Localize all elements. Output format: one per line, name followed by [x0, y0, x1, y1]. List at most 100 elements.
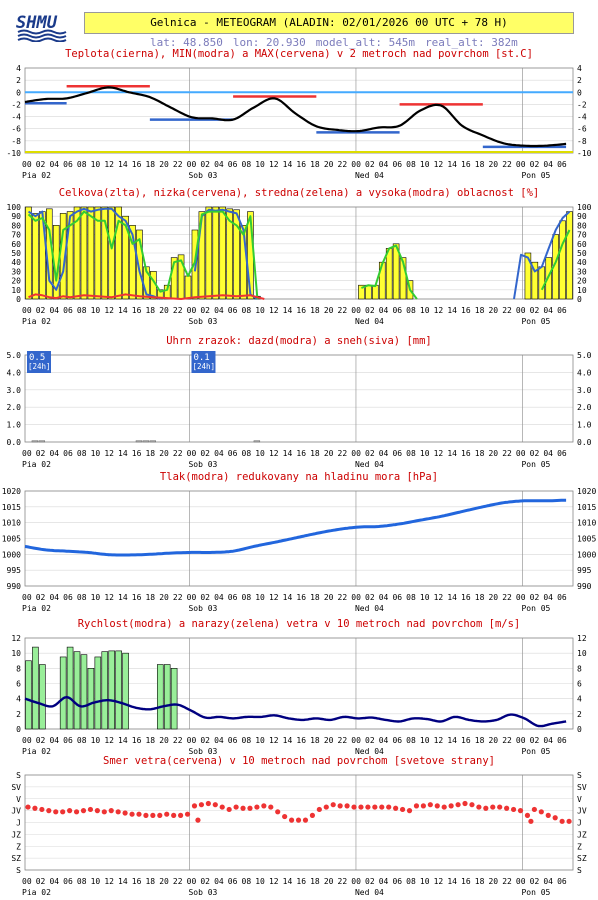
x-hour-label: 04: [379, 160, 389, 169]
y-tick-label-left: 30: [11, 267, 21, 276]
x-hour-label: 12: [104, 449, 114, 458]
x-hour-label: 22: [502, 160, 512, 169]
x-hour-label: 10: [255, 877, 265, 886]
cloud-total-bar: [129, 225, 136, 300]
y-tick-label-right: 2: [577, 76, 582, 85]
y-tick-label-right: -2: [577, 100, 587, 109]
wind-direction-point: [399, 806, 406, 813]
wind-direction-point: [490, 804, 496, 810]
y-tick-label-left: 6: [16, 680, 21, 689]
x-hour-label: 08: [77, 593, 87, 602]
x-hour-label: 08: [242, 736, 252, 745]
y-tick-label-right: 10: [577, 649, 587, 658]
y-tick-label-left: 4: [16, 695, 21, 704]
x-hour-label: 04: [214, 736, 224, 745]
x-hour-label: 00: [187, 160, 197, 169]
wind-direction-point: [566, 818, 572, 824]
wind-direction-point: [288, 817, 295, 823]
x-day-label: Sob 03: [188, 747, 217, 756]
y-tick-label-left: 1.0: [7, 421, 22, 430]
x-hour-label: 22: [338, 877, 348, 886]
cloud-total-bar: [80, 206, 88, 300]
wind-direction-point: [448, 803, 454, 809]
wind-direction-point: [25, 804, 31, 810]
x-hour-label: 10: [255, 306, 265, 315]
wind-direction-point: [406, 808, 413, 814]
y-tick-label-right: 1015: [577, 503, 596, 512]
cloud-total-bar: [392, 243, 400, 300]
panel-title: Teplota(cierna), MIN(modra) a MAX(cerven…: [65, 48, 533, 60]
cloud-total-bar: [87, 206, 95, 300]
cloud-total-bar: [101, 206, 109, 300]
wind-direction-point: [129, 811, 135, 817]
y-tick-label-right: 100: [577, 203, 592, 212]
x-hour-label: 04: [543, 306, 553, 315]
x-day-label: Sob 03: [188, 317, 217, 326]
x-hour-label: 16: [296, 306, 306, 315]
x-hour-label: 04: [543, 736, 553, 745]
cloud-total-bar: [32, 213, 39, 300]
y-tick-label-right: SZ: [577, 854, 587, 863]
x-hour-label: 04: [379, 306, 389, 315]
x-hour-label: 04: [214, 160, 224, 169]
x-hour-label: 08: [406, 449, 416, 458]
x-hour-label: 00: [351, 306, 361, 315]
x-hour-label: 00: [516, 877, 526, 886]
x-hour-label: 00: [351, 160, 361, 169]
x-hour-label: 04: [379, 449, 389, 458]
y-tick-label-left: -4: [11, 113, 21, 122]
y-tick-label-left: 995: [7, 566, 22, 575]
x-hour-label: 14: [283, 449, 293, 458]
x-day-label: Ned 04: [355, 604, 384, 613]
y-tick-label-left: 20: [11, 277, 21, 286]
x-hour-label: 00: [187, 449, 197, 458]
wind-direction-point: [73, 809, 80, 815]
y-tick-label-left: 10: [11, 649, 21, 658]
wind-direction-point: [212, 802, 218, 808]
y-tick-label-right: 50: [577, 249, 587, 258]
y-tick-label-left: 0: [16, 88, 21, 97]
x-hour-label: 02: [530, 449, 540, 458]
y-tick-label-right: 8: [577, 664, 582, 673]
x-hour-label: 12: [434, 306, 444, 315]
cloud-total-bar: [545, 257, 552, 300]
wind-direction-point: [171, 812, 177, 818]
gust-bar: [25, 660, 32, 730]
wind-direction-point: [469, 802, 475, 808]
gust-bar: [80, 654, 88, 730]
x-hour-label: 18: [475, 160, 485, 169]
x-hour-label: 20: [159, 593, 169, 602]
wind-direction-point: [157, 812, 163, 818]
snow-bar: [149, 440, 156, 443]
y-tick-label-left: 2: [16, 76, 21, 85]
cloud-low-line: [28, 293, 265, 300]
x-hour-label: 00: [516, 449, 526, 458]
y-tick-label-right: 6: [577, 680, 582, 689]
x-hour-label: 16: [296, 449, 306, 458]
x-hour-label: 06: [228, 449, 238, 458]
x-day-label: Pon 05: [521, 460, 550, 469]
x-day-label: Ned 04: [355, 888, 384, 897]
x-hour-label: 06: [228, 160, 238, 169]
wind-direction-point: [434, 803, 440, 809]
y-tick-label-left: 0.0: [7, 438, 22, 447]
wind-direction-point: [344, 803, 350, 809]
wind-direction-point: [94, 808, 100, 814]
x-hour-label: 18: [475, 306, 485, 315]
longitude: lon: 20.930: [232, 36, 306, 49]
x-hour-label: 22: [502, 877, 512, 886]
daily-total-badge: 0.1[24h]: [191, 351, 216, 373]
x-hour-label: 12: [269, 593, 279, 602]
cloud-total-bar: [212, 206, 220, 300]
x-hour-label: 04: [49, 593, 59, 602]
panel-frame: [24, 206, 574, 300]
x-day-label: Pon 05: [521, 317, 550, 326]
wind-direction-point: [122, 810, 128, 816]
wind-direction-point: [39, 806, 45, 813]
y-tick-label-left: 10: [11, 286, 21, 295]
x-hour-label: 12: [434, 593, 444, 602]
y-tick-label-right: 0: [577, 725, 582, 734]
x-hour-label: 20: [488, 877, 498, 886]
cloud-total-bar: [115, 206, 122, 300]
x-hour-label: 16: [132, 449, 142, 458]
